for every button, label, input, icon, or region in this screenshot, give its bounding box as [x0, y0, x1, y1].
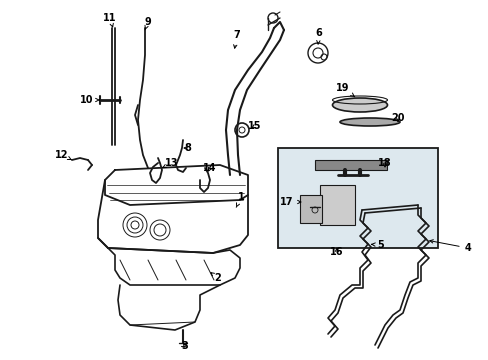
Text: 1: 1 [236, 192, 244, 207]
Text: 19: 19 [336, 83, 354, 97]
Text: 17: 17 [280, 197, 300, 207]
Text: 2: 2 [210, 273, 221, 283]
Text: 16: 16 [329, 247, 343, 257]
Bar [314, 160, 386, 170]
Text: 4: 4 [429, 240, 470, 253]
Text: 13: 13 [162, 158, 179, 168]
Text: 12: 12 [55, 150, 71, 160]
Text: 7: 7 [233, 30, 240, 48]
Bar [278, 148, 437, 248]
Text: 11: 11 [103, 13, 117, 27]
Text: 3: 3 [181, 341, 188, 351]
Bar [299, 195, 321, 223]
Text: 14: 14 [203, 163, 216, 173]
Ellipse shape [339, 118, 399, 126]
Bar [319, 185, 354, 225]
Text: 6: 6 [315, 28, 322, 44]
Text: 18: 18 [377, 158, 391, 168]
Ellipse shape [332, 98, 386, 112]
Text: 8: 8 [183, 143, 191, 153]
Text: 9: 9 [144, 17, 151, 30]
Text: 10: 10 [80, 95, 99, 105]
Text: 20: 20 [390, 113, 404, 123]
Text: 15: 15 [248, 121, 261, 131]
Text: 5: 5 [371, 240, 384, 250]
